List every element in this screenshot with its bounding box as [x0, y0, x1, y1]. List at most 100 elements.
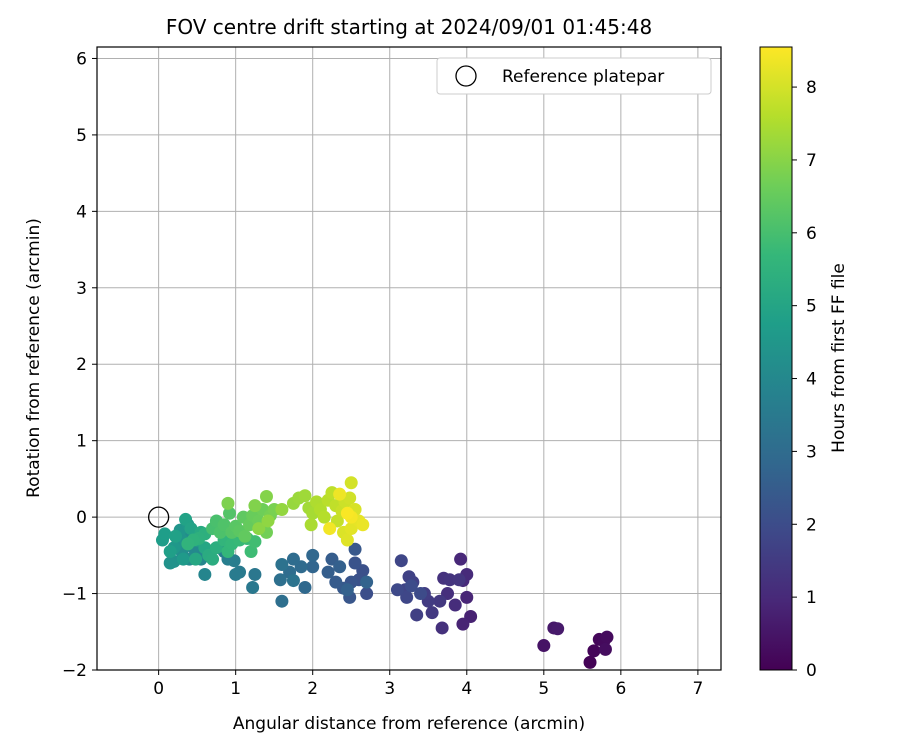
y-tick-label: 0 [76, 508, 87, 528]
data-point [158, 527, 172, 541]
data-point [456, 617, 470, 631]
colorbar-tick-label: 3 [806, 442, 817, 462]
data-point [229, 567, 243, 581]
reference-platepar-marker [147, 506, 170, 528]
data-point [600, 630, 614, 644]
data-point [460, 590, 474, 604]
data-point [317, 510, 331, 524]
data-point [184, 522, 198, 536]
data-point [244, 545, 258, 559]
data-point [598, 642, 612, 656]
y-axis-ticks: −2 −1 0 1 2 3 4 5 6 [62, 49, 97, 681]
data-point [433, 594, 447, 608]
data-point [425, 606, 439, 620]
data-point [306, 548, 320, 562]
legend-marker-icon [455, 65, 477, 87]
y-tick-label: −2 [62, 661, 87, 681]
data-point [344, 476, 358, 490]
colorbar-tick-label: 5 [806, 297, 817, 317]
y-tick-label: −1 [62, 585, 87, 605]
reference-marker-layer [147, 506, 170, 528]
data-point [348, 556, 362, 570]
grid [97, 47, 721, 671]
data-point [410, 608, 424, 622]
colorbar-tick-label: 7 [806, 151, 817, 171]
data-point [329, 575, 343, 589]
data-point [360, 587, 374, 601]
data-point [400, 590, 414, 604]
y-tick-label: 2 [76, 355, 87, 375]
data-point [340, 583, 354, 597]
data-point [273, 573, 287, 587]
data-point [275, 558, 289, 572]
data-point [587, 644, 601, 658]
x-axis-ticks: 0 1 2 3 4 5 6 7 [153, 670, 703, 699]
data-point [176, 552, 190, 566]
y-tick-label: 5 [76, 126, 87, 146]
colorbar-gradient [759, 46, 793, 671]
x-tick-label: 3 [384, 679, 395, 699]
legend-box [436, 57, 712, 95]
data-point [537, 639, 551, 653]
colorbar-tick-label: 1 [806, 588, 817, 608]
data-point [223, 506, 237, 520]
data-point [404, 579, 418, 593]
colorbar-tick-label: 2 [806, 515, 817, 535]
data-point [169, 529, 183, 543]
data-point [323, 522, 337, 536]
colorbar-tick-label: 0 [806, 661, 817, 681]
data-point [163, 556, 177, 570]
legend: Reference platepar [436, 57, 712, 95]
y-tick-label: 4 [76, 202, 87, 222]
data-point [298, 489, 312, 503]
data-point [304, 518, 318, 532]
data-point [356, 518, 370, 532]
data-point [390, 583, 404, 597]
y-tick-label: 1 [76, 432, 87, 452]
data-point [340, 506, 354, 520]
y-tick-label: 6 [76, 49, 87, 69]
data-point [181, 537, 195, 551]
data-point [414, 587, 428, 601]
data-point [261, 514, 275, 528]
data-point [238, 529, 252, 543]
x-axis-label: Angular distance from reference (arcmin) [233, 714, 585, 734]
data-point [340, 533, 354, 547]
colorbar: 0 1 2 3 4 5 6 7 8 Hours from first FF file [759, 46, 849, 681]
data-point [551, 622, 565, 636]
x-tick-label: 2 [307, 679, 318, 699]
data-point [394, 554, 408, 568]
legend-label: Reference platepar [502, 67, 664, 87]
data-point [221, 496, 235, 510]
data-point [321, 565, 335, 579]
x-tick-label: 4 [461, 679, 472, 699]
data-point [286, 552, 300, 566]
y-tick-label: 3 [76, 279, 87, 299]
data-point [348, 542, 362, 556]
colorbar-ticks: 0 1 2 3 4 5 6 7 8 [792, 78, 817, 681]
data-point [189, 552, 203, 566]
data-point [286, 574, 300, 588]
data-point [248, 567, 262, 581]
data-point [298, 580, 312, 594]
data-point [248, 499, 262, 513]
data-point [252, 522, 266, 536]
data-point [198, 567, 212, 581]
x-tick-label: 0 [153, 679, 164, 699]
data-point [443, 573, 457, 587]
colorbar-tick-label: 6 [806, 224, 817, 244]
data-point [306, 560, 320, 574]
colorbar-tick-label: 4 [806, 370, 817, 390]
data-point [360, 575, 374, 589]
data-point [452, 573, 466, 587]
data-point [206, 552, 220, 566]
data-point [246, 580, 260, 594]
data-point [163, 545, 177, 559]
data-point [259, 489, 273, 503]
x-tick-label: 1 [230, 679, 241, 699]
data-point [454, 552, 468, 566]
x-tick-label: 5 [538, 679, 549, 699]
x-tick-label: 7 [692, 679, 703, 699]
chart-title: FOV centre drift starting at 2024/09/01 … [166, 15, 652, 39]
